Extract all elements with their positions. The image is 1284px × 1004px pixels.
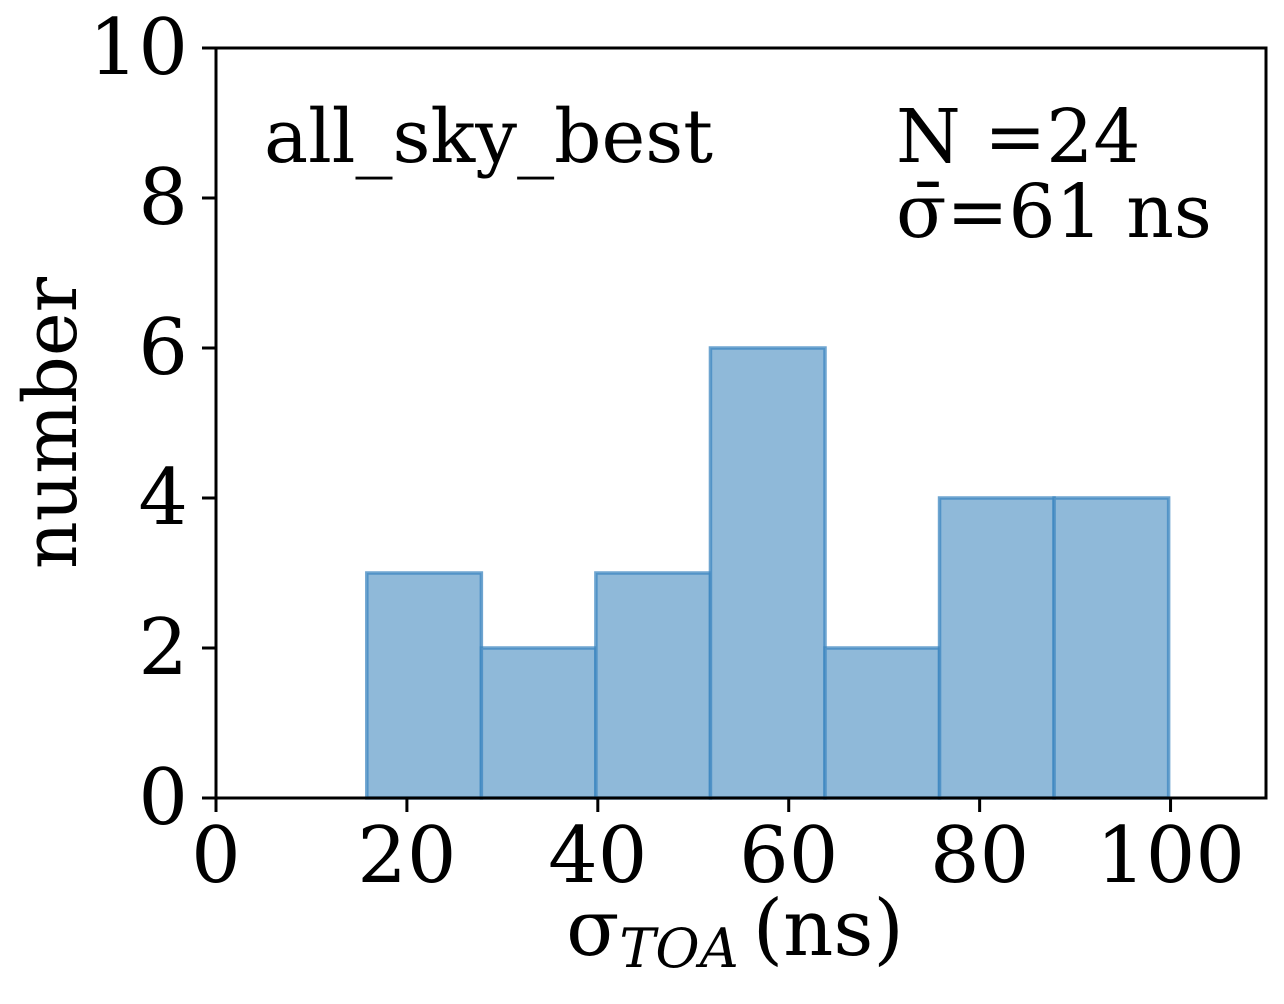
histogram-bar [823, 646, 942, 800]
mean-symbol: σ̄ [896, 169, 947, 255]
mean-value: =61 ns [947, 169, 1212, 255]
mean-annotation: σ̄=61 ns [896, 169, 1212, 255]
y-tick-label: 10 [89, 3, 188, 93]
x-axis-unit: (ns) [753, 884, 904, 974]
x-tick-label: 40 [548, 811, 647, 901]
x-tick-label: 80 [930, 811, 1029, 901]
histogram-bar [594, 571, 713, 800]
x-ticks-group: 0 20 40 60 80 100 [191, 798, 1245, 901]
bars-group [365, 346, 1171, 800]
axes-frame [214, 46, 1268, 800]
count-annotation: N =24 [896, 94, 1140, 180]
x-axis-symbol: σ [566, 884, 619, 974]
y-tick-label: 0 [138, 753, 188, 843]
histogram-bar [1052, 496, 1171, 800]
y-tick-label: 2 [138, 603, 188, 693]
x-tick-label: 0 [191, 811, 241, 901]
histogram-bar [937, 496, 1056, 800]
y-tick-label: 6 [138, 303, 188, 393]
y-axis-label: number [8, 276, 94, 569]
x-axis-subscript: TOA [619, 917, 738, 980]
histogram-bar [479, 646, 598, 800]
y-ticks-group: 0 2 4 6 8 10 [89, 3, 216, 843]
histogram-bar [365, 571, 484, 800]
y-tick-label: 4 [138, 453, 188, 543]
x-tick-label: 100 [1096, 811, 1245, 901]
x-tick-label: 20 [357, 811, 456, 901]
dataset-annotation: all_sky_best [264, 94, 713, 180]
x-axis-label: σTOA (ns) [566, 884, 904, 980]
y-tick-label: 8 [138, 153, 188, 243]
histogram-bar [708, 346, 827, 800]
x-tick-label: 60 [739, 811, 838, 901]
